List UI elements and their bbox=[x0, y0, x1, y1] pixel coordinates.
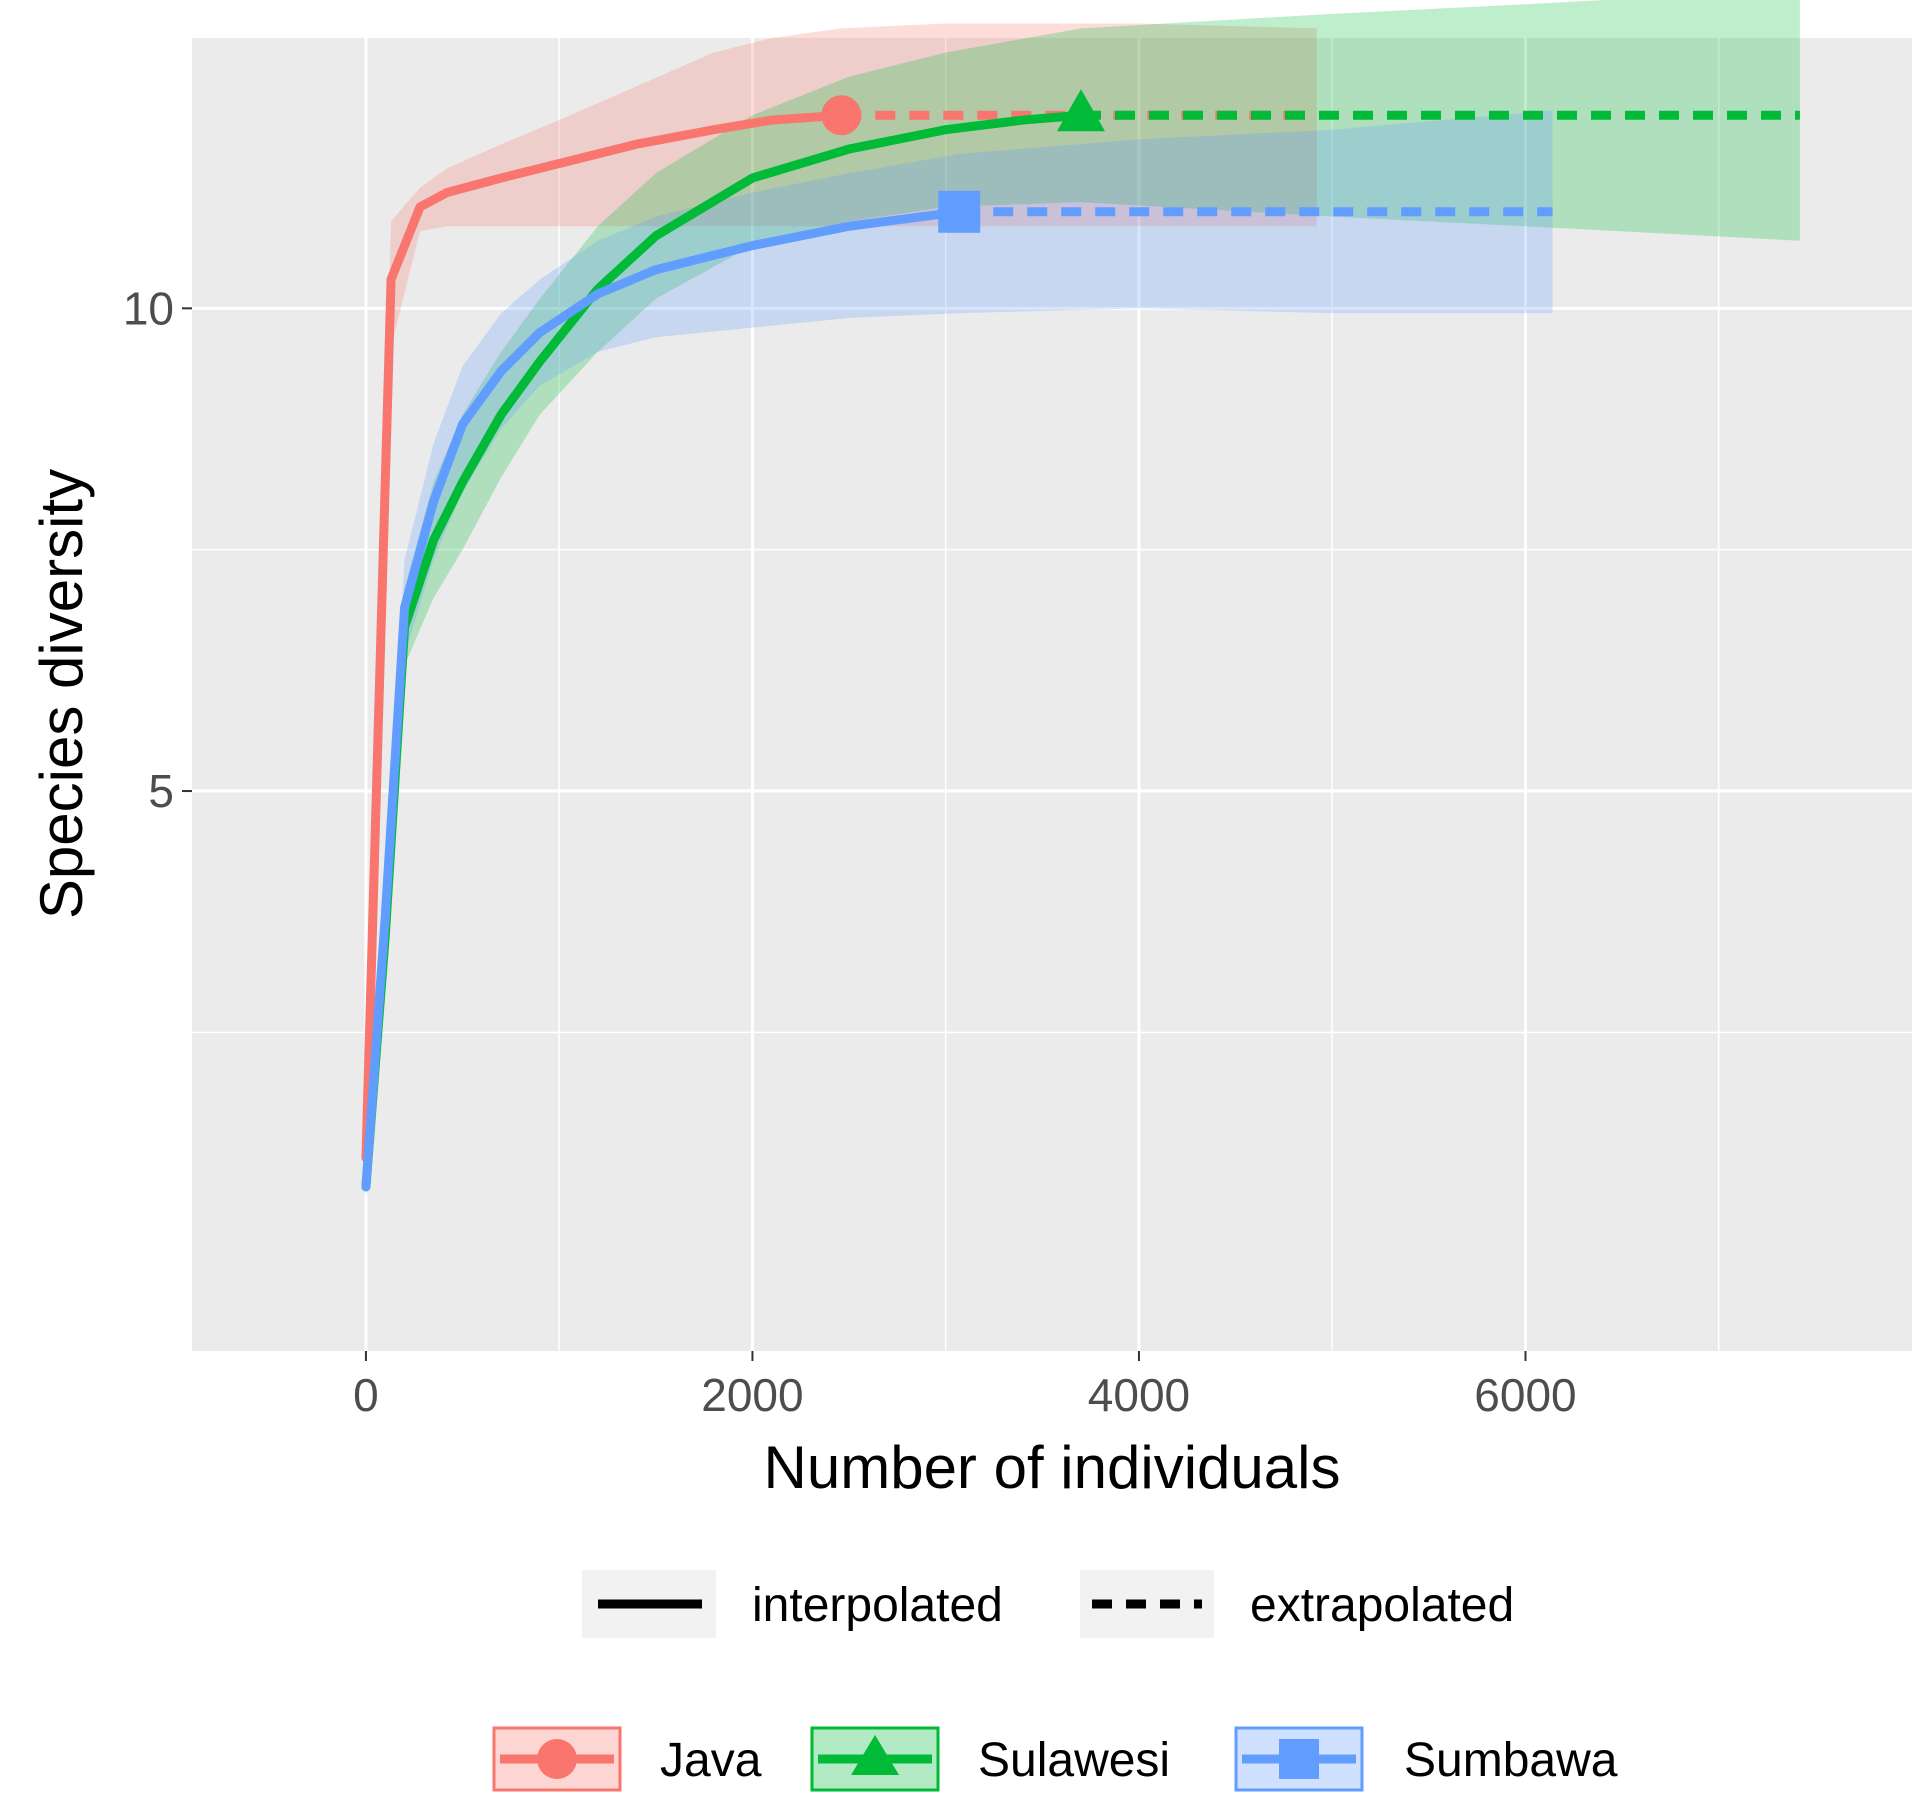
legend-group: Java Sulawesi Sumbawa bbox=[492, 1726, 1618, 1792]
observed-marker-sulawesi bbox=[1056, 89, 1105, 132]
ribbon-java bbox=[365, 23, 1317, 1168]
legend-marker-java bbox=[537, 1739, 577, 1779]
observed-markers bbox=[821, 89, 1105, 233]
series-lines bbox=[361, 110, 1800, 1192]
legend-label-extrapolated: extrapolated bbox=[1250, 1579, 1514, 1632]
legend-item-sumbawa: Sumbawa bbox=[1234, 1726, 1618, 1792]
y-axis-title: Species diversity bbox=[28, 469, 95, 919]
ribbon-sulawesi bbox=[365, 0, 1800, 1197]
y-tick-label: 10 bbox=[123, 282, 174, 334]
observed-marker-sumbawa bbox=[938, 190, 981, 233]
legend-label-interpolated: interpolated bbox=[752, 1579, 1003, 1632]
x-tick-label: 0 bbox=[353, 1369, 379, 1421]
legend-label-sumbawa: Sumbawa bbox=[1404, 1734, 1618, 1787]
legend-item-java: Java bbox=[492, 1726, 762, 1792]
y-axis-ticks: 5 10 bbox=[123, 282, 192, 817]
x-axis-ticks: 0 2000 4000 6000 bbox=[353, 1351, 1577, 1421]
plot-panel bbox=[192, 38, 1912, 1351]
x-tick-label: 2000 bbox=[701, 1369, 803, 1421]
observed-marker-java bbox=[821, 95, 862, 136]
interpolated-line-sulawesi bbox=[361, 110, 1086, 1192]
legend-label-java: Java bbox=[660, 1734, 762, 1787]
interpolated-line-sumbawa bbox=[361, 207, 964, 1192]
confidence-ribbons bbox=[365, 0, 1800, 1197]
legend-marker-sulawesi bbox=[851, 1735, 899, 1775]
legend-item-sulawesi: Sulawesi bbox=[810, 1726, 1170, 1792]
y-tick-label: 5 bbox=[148, 765, 174, 817]
x-axis-title: Number of individuals bbox=[764, 1434, 1341, 1501]
x-tick-label: 4000 bbox=[1088, 1369, 1190, 1421]
interpolated-line-java bbox=[361, 110, 846, 1163]
legend-method: interpolated extrapolated bbox=[582, 1570, 1514, 1638]
x-tick-label: 6000 bbox=[1474, 1369, 1576, 1421]
ribbon-sumbawa bbox=[365, 110, 1553, 1197]
legend-label-sulawesi: Sulawesi bbox=[978, 1734, 1170, 1787]
legend-marker-sumbawa bbox=[1279, 1739, 1319, 1779]
